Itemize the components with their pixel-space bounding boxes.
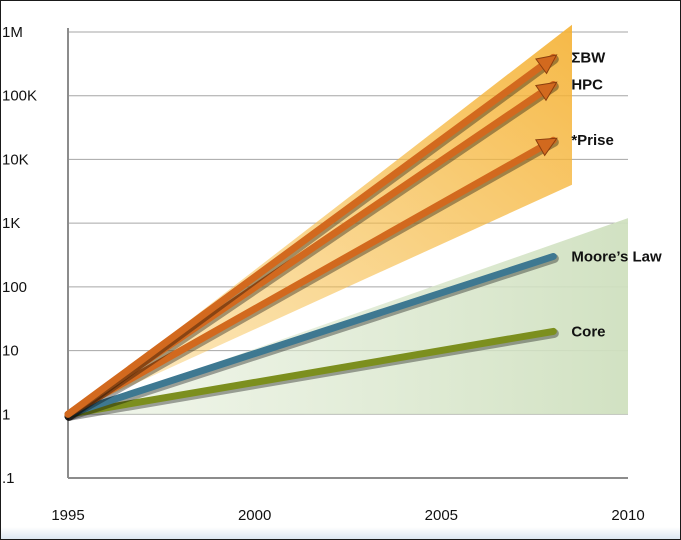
series-line-moore-s-law bbox=[64, 252, 557, 418]
series-layer bbox=[64, 53, 559, 421]
x-tick-label: 2005 bbox=[425, 507, 458, 524]
series-line-bw bbox=[64, 53, 557, 418]
x-tick-label: 1995 bbox=[51, 507, 84, 524]
series-label-bw: ΣBW bbox=[571, 49, 606, 66]
series-arrow-prise bbox=[535, 137, 558, 157]
series-label-moore-s-law: Moore’s Law bbox=[571, 248, 662, 265]
y-tick-label: 1M bbox=[2, 24, 23, 41]
label-layer: Core Moore’s Law *Prise HPC ΣBW bbox=[571, 49, 662, 340]
axis-layer: .1 1 10 100 1K 10K 100K 1M 1995 2000 2005 2010 bbox=[2, 24, 645, 524]
y-tick-label: 10 bbox=[2, 343, 19, 360]
x-tick-label: 2000 bbox=[238, 507, 271, 524]
growth-band-green bbox=[68, 218, 628, 415]
series-line-prise bbox=[64, 136, 557, 418]
y-tick-label: 10K bbox=[2, 151, 29, 168]
x-tick-label: 2010 bbox=[611, 507, 644, 524]
series-label-prise: *Prise bbox=[571, 132, 614, 149]
y-tick-label: 1 bbox=[2, 406, 10, 423]
growth-band-orange bbox=[68, 24, 572, 415]
bottom-band bbox=[1, 527, 680, 539]
band-layer bbox=[68, 24, 628, 415]
series-line-core bbox=[64, 327, 557, 418]
y-tick-label: 100 bbox=[2, 279, 27, 296]
series-label-hpc: HPC bbox=[571, 76, 603, 93]
y-tick-label: 100K bbox=[2, 88, 37, 105]
y-tick-label: 1K bbox=[2, 215, 20, 232]
series-arrow-bw bbox=[535, 54, 558, 75]
series-label-core: Core bbox=[571, 323, 605, 340]
series-line-hpc bbox=[64, 80, 557, 418]
y-tick-label: .1 bbox=[2, 470, 15, 487]
series-arrow-hpc bbox=[535, 81, 558, 102]
